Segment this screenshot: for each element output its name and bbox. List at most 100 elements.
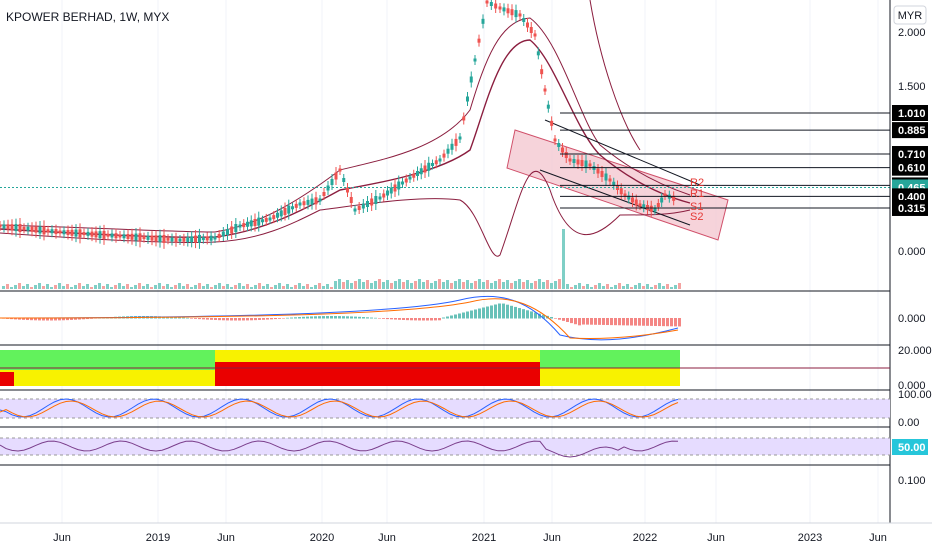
trend-pane[interactable] — [0, 350, 890, 386]
y-label: 1.500 — [898, 81, 926, 93]
candle-body — [427, 162, 431, 171]
candle-body — [431, 163, 434, 166]
candle-body — [580, 160, 584, 166]
macd-histogram-bar — [366, 317, 369, 319]
macd-histogram-bar — [462, 312, 465, 319]
macd-histogram-bar — [398, 318, 401, 320]
volume-bar — [430, 283, 433, 289]
volume-bar — [478, 279, 481, 289]
volume-bar — [398, 279, 401, 289]
currency-label: MYR — [898, 10, 923, 22]
upper-band — [589, 0, 641, 151]
rsi-pane[interactable] — [0, 437, 890, 458]
macd-histogram-bar — [490, 305, 493, 319]
candle-body — [600, 171, 604, 177]
x-label: 2023 — [798, 532, 822, 544]
macd-histogram-bar — [550, 317, 553, 319]
macd-histogram-bar — [214, 318, 217, 321]
macd-histogram-bar — [42, 318, 45, 321]
macd-histogram-bar — [510, 305, 513, 319]
candle-body — [576, 159, 580, 165]
channel-line — [539, 169, 691, 226]
candle-body — [540, 69, 544, 75]
candle-body — [498, 6, 502, 10]
volume-bar — [502, 282, 505, 289]
macd-histogram-bar — [454, 314, 457, 319]
chart-title: KPOWER BERHAD, 1W, MYX — [6, 10, 169, 24]
candle-body — [154, 235, 158, 242]
candle-body — [134, 233, 138, 241]
volume-bar — [338, 279, 341, 289]
candle-body — [182, 237, 186, 242]
candle-body — [102, 230, 106, 239]
candle-body — [423, 165, 427, 173]
volume-bar — [142, 286, 145, 289]
macd-histogram-bar — [526, 310, 529, 319]
candle-body — [306, 199, 310, 205]
volume-bar — [466, 280, 469, 289]
candle-body — [30, 226, 34, 232]
macd-histogram-bar — [514, 306, 517, 319]
volume-bar — [138, 283, 141, 289]
candle-body — [287, 205, 291, 214]
time-axis[interactable]: Jun 2019 Jun 2020 Jun 2021 Jun 2022 Jun 2023 Jun — [0, 522, 932, 544]
volume-bar — [134, 285, 137, 289]
volume-bar — [578, 283, 581, 289]
volume-bar — [182, 286, 185, 289]
macd-histogram-bar — [434, 318, 437, 321]
trend-area — [215, 362, 350, 386]
macd-histogram-bar — [258, 318, 261, 320]
candle-body — [234, 224, 238, 232]
macd-histogram-bar — [414, 318, 417, 321]
macd-histogram-bar — [662, 318, 665, 327]
macd-histogram-bar — [598, 318, 601, 325]
candle-body — [494, 3, 498, 9]
macd-histogram-bar — [238, 318, 241, 321]
volume-bar — [178, 283, 181, 289]
candle-body — [404, 178, 408, 183]
level-badge-label: 0.610 — [898, 163, 926, 175]
candle-body — [382, 193, 386, 198]
candle-body — [230, 226, 234, 234]
macd-histogram-bar — [246, 318, 249, 321]
candle-body — [349, 197, 353, 203]
candle-body — [522, 18, 526, 22]
candle-body — [190, 236, 194, 243]
candle-body — [279, 210, 283, 217]
candle-body — [438, 158, 442, 162]
macd-histogram-bar — [358, 316, 361, 319]
candle-body — [246, 221, 249, 227]
volume-bar — [386, 280, 389, 289]
volume-bar — [382, 282, 385, 289]
x-label: 2021 — [472, 532, 496, 544]
level-badge — [892, 159, 928, 176]
price-axis[interactable]: MYR 2.000 1.500 0.000 0.000 20.000 0.000… — [892, 5, 932, 487]
volume-bar — [506, 280, 509, 289]
candle-body — [604, 173, 608, 181]
candle-body — [186, 237, 190, 243]
candle-body — [346, 187, 349, 193]
macd-histogram-bar — [574, 318, 577, 325]
volume-bar — [226, 284, 229, 289]
macd-histogram-bar — [394, 318, 397, 320]
candle-body — [663, 193, 667, 197]
volume-bar — [290, 287, 293, 289]
candle-body — [194, 235, 198, 243]
candle-body — [638, 203, 642, 207]
macd-pane[interactable] — [0, 295, 681, 341]
macd-histogram-bar — [186, 317, 189, 319]
volume-bar — [602, 286, 605, 289]
macd-histogram-bar — [518, 308, 521, 319]
candle-body — [130, 233, 134, 240]
candle-body — [62, 230, 66, 235]
volume-bar — [202, 286, 205, 289]
volume-bar — [242, 286, 245, 289]
stochastic-pane[interactable] — [0, 398, 890, 419]
volume-bar — [166, 284, 169, 289]
macd-histogram-bar — [18, 318, 21, 320]
volume-bar — [14, 285, 17, 289]
candle-body — [357, 206, 361, 210]
volume-bar — [230, 287, 233, 289]
